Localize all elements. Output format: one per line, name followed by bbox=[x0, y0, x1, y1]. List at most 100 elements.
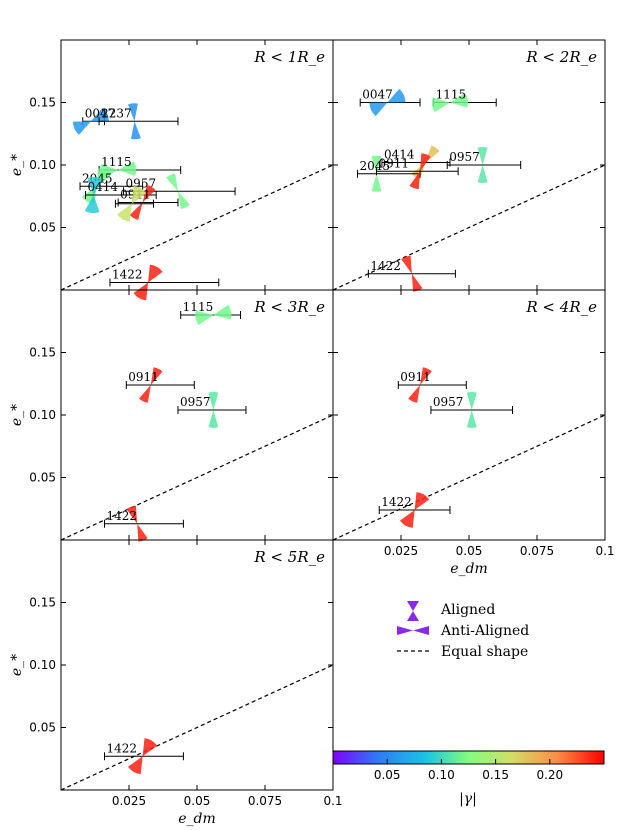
panel-title: R < 1R_e bbox=[253, 48, 325, 66]
galaxy-1422: 1422 bbox=[367, 255, 456, 292]
marker-wedge bbox=[148, 264, 163, 283]
marker-wedge bbox=[142, 738, 158, 757]
equal-shape-line bbox=[332, 164, 606, 291]
galaxy-label: 0414 bbox=[87, 180, 118, 194]
marker-wedge bbox=[420, 367, 432, 385]
galaxy-label: 0957 bbox=[433, 395, 464, 409]
galaxy-0047: 0047 bbox=[359, 88, 421, 117]
galaxy-label: 0911 bbox=[400, 370, 431, 384]
panel-title: R < 5R_e bbox=[253, 548, 325, 566]
marker-wedge bbox=[208, 392, 219, 410]
colorbar-ticks: 0.05 0.10 0.15 0.20 bbox=[374, 759, 563, 782]
y-axis-label: e_* bbox=[9, 654, 25, 676]
marker-wedge bbox=[401, 255, 412, 274]
y-tick-label: 0.10 bbox=[29, 658, 56, 672]
galaxy-label: 1115 bbox=[183, 300, 214, 314]
marker-wedge bbox=[150, 367, 163, 385]
panel-title: R < 2R_e bbox=[525, 48, 597, 66]
panel-frame bbox=[332, 289, 606, 541]
galaxy-label: 0047 bbox=[362, 88, 393, 102]
galaxy-label: 0911 bbox=[379, 156, 410, 170]
marker-wedge bbox=[142, 185, 156, 203]
legend-equal-shape-label: Equal shape bbox=[441, 644, 528, 660]
marker-wedge bbox=[387, 88, 406, 103]
marker-wedge bbox=[400, 510, 415, 528]
galaxy-label: 1115 bbox=[101, 155, 132, 169]
galaxy-0047: 0047 bbox=[72, 106, 116, 135]
galaxy-0957: 0957 bbox=[177, 392, 247, 428]
x-tick-label: 0.05 bbox=[184, 794, 211, 808]
panel-title: R < 3R_e bbox=[253, 298, 325, 316]
marker-wedge bbox=[131, 185, 147, 204]
galaxy-2045: 2045 bbox=[356, 155, 421, 192]
marker-wedge bbox=[414, 492, 430, 510]
galaxy-label: 0957 bbox=[449, 150, 480, 164]
marker-wedge bbox=[208, 410, 219, 428]
marker-wedge bbox=[72, 121, 91, 135]
galaxy-label: 2045 bbox=[359, 159, 390, 173]
galaxy-label: 1422 bbox=[107, 509, 138, 523]
y-tick-label: 0.15 bbox=[29, 346, 56, 360]
x-tick-label: 0.05 bbox=[456, 544, 483, 558]
marker-wedge bbox=[477, 165, 488, 184]
marker-wedge bbox=[195, 310, 214, 326]
panels-layer: 0.050.100.15e_*R < 1R_e00472237111520450… bbox=[9, 39, 615, 827]
y-axis-label: e_* bbox=[9, 154, 25, 176]
panel-frame bbox=[60, 289, 334, 541]
x-tick-label: 0.025 bbox=[384, 544, 418, 558]
galaxy-label: 0047 bbox=[85, 106, 116, 120]
galaxy-label: 0911 bbox=[128, 370, 159, 384]
legend-anti-aligned-marker bbox=[397, 626, 429, 635]
equal-shape-line bbox=[60, 664, 334, 791]
marker-wedge bbox=[369, 102, 388, 117]
galaxy-0957: 0957 bbox=[446, 146, 522, 184]
galaxy-0414: 0414 bbox=[84, 177, 157, 213]
equal-shape-line bbox=[60, 164, 334, 291]
marker-wedge bbox=[408, 385, 421, 403]
galaxy-label: 0957 bbox=[180, 395, 211, 409]
marker-wedge bbox=[420, 153, 431, 172]
colorbar-tick-label: 0.20 bbox=[536, 768, 563, 782]
marker-wedge bbox=[371, 155, 382, 174]
equal-shape-line bbox=[60, 414, 334, 541]
galaxy-2237: 2237 bbox=[98, 103, 179, 140]
legend-anti-aligned-label: Anti-Aligned bbox=[440, 623, 529, 639]
panel-5: 0.025 0.05 0.075 0.1 0.05 0.10 0.15 e_* e_dm R < … bbox=[9, 539, 343, 827]
galaxy-1115: 1115 bbox=[431, 88, 497, 112]
marker-wedge bbox=[137, 523, 148, 542]
marker-wedge bbox=[139, 385, 151, 403]
colorbar-tick-label: 0.05 bbox=[374, 768, 401, 782]
y-tick-label: 0.05 bbox=[29, 221, 56, 235]
galaxy-1115: 1115 bbox=[180, 300, 242, 326]
marker-wedge bbox=[177, 191, 190, 209]
galaxy-label: 1422 bbox=[112, 268, 143, 282]
marker-wedge bbox=[213, 304, 232, 320]
galaxy-label: 1115 bbox=[436, 88, 467, 102]
marker-wedge bbox=[128, 756, 143, 775]
galaxy-0911: 0911 bbox=[376, 153, 459, 190]
legend: Aligned Anti-Aligned Equal shape bbox=[397, 601, 529, 660]
marker-wedge bbox=[166, 173, 178, 192]
x-axis-label: e_dm bbox=[178, 811, 216, 827]
panel-3: 0.05 0.10 0.15 e_* R < 3R_e 1115 0911 0957 1422 bbox=[9, 289, 334, 542]
x-axis-label: e_dm bbox=[450, 561, 488, 577]
marker-wedge bbox=[133, 282, 149, 301]
y-tick-label: 0.15 bbox=[29, 96, 56, 110]
marker-wedge bbox=[126, 505, 138, 524]
y-tick-label: 0.10 bbox=[29, 158, 56, 172]
marker-wedge bbox=[371, 173, 382, 192]
galaxy-1422: 1422 bbox=[378, 492, 451, 528]
equal-shape-line bbox=[332, 414, 606, 541]
galaxy-0957: 0957 bbox=[430, 392, 514, 428]
y-tick-label: 0.05 bbox=[29, 721, 56, 735]
panel-title: R < 4R_e bbox=[525, 298, 597, 316]
marker-wedge bbox=[431, 97, 450, 112]
marker-wedge bbox=[449, 93, 468, 108]
galaxy-label: 1422 bbox=[370, 259, 401, 273]
y-tick-label: 0.10 bbox=[29, 408, 56, 422]
marker-wedge bbox=[118, 161, 137, 176]
colorbar-label: |γ| bbox=[459, 791, 477, 807]
galaxy-0911: 0911 bbox=[397, 367, 467, 403]
